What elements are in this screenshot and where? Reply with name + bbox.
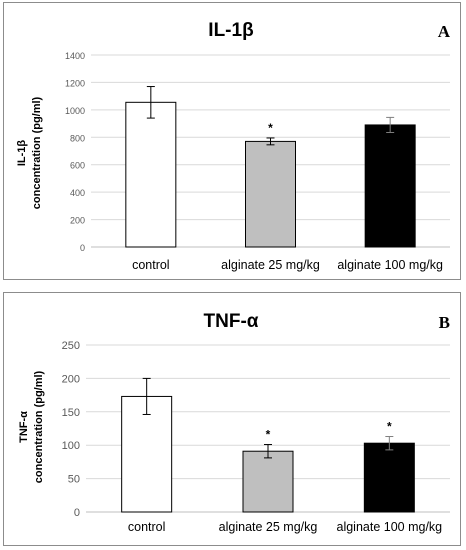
y-axis-label-line-1: TNF-α: [18, 411, 30, 443]
y-tick-label: 800: [70, 133, 85, 143]
y-tick-label: 150: [62, 407, 80, 419]
bar: [245, 140, 296, 248]
y-tick-label: 400: [70, 188, 85, 198]
x-category-label: alginate 100 mg/kg: [337, 520, 443, 534]
y-tick-label: 100: [62, 440, 80, 452]
significance-marker: *: [268, 121, 273, 135]
y-axis-label-line-1: IL-1β: [16, 140, 28, 167]
y-tick-label: 0: [74, 507, 80, 519]
chart-title: IL-1β: [208, 20, 253, 41]
y-axis-label-line-2: concentration (pg/ml): [31, 96, 43, 209]
bar: [125, 101, 177, 248]
y-tick-label: 1200: [65, 78, 85, 88]
chart-il1b: IL-1β A IL-1β concentration (pg/ml) 0 200…: [16, 20, 451, 272]
bar: [363, 442, 415, 513]
y-tick-label: 200: [62, 373, 80, 385]
panel-label: B: [439, 313, 450, 332]
y-tick-label: 1400: [65, 51, 85, 61]
significance-marker: *: [266, 428, 271, 442]
x-category-label: control: [128, 520, 166, 534]
y-tick-label: 600: [70, 161, 85, 171]
significance-marker: *: [387, 420, 392, 434]
x-category-label: alginate 25 mg/kg: [219, 520, 318, 534]
x-category-label: alginate 100 mg/kg: [337, 258, 443, 272]
plot-area: 0 200 400 600 800 1000 1200 1400 control * alginat…: [65, 51, 450, 272]
y-tick-label: 50: [68, 474, 80, 486]
panel-label: A: [438, 22, 451, 41]
chart-panel-il1b: IL-1β A IL-1β concentration (pg/ml) 0 200…: [3, 2, 461, 280]
chart-panel-tnfa: TNF-α B TNF-α concentration (pg/ml) 0 50 1…: [3, 292, 461, 546]
plot-area: 0 50 100 150 200 250 control * alginate 25 mg/kg…: [62, 340, 450, 534]
bar: [364, 124, 416, 248]
y-tick-label: 250: [62, 340, 80, 352]
chart-tnfa: TNF-α B TNF-α concentration (pg/ml) 0 50 1…: [18, 311, 450, 534]
x-category-label: control: [132, 258, 170, 272]
x-category-label: alginate 25 mg/kg: [221, 258, 320, 272]
y-tick-label: 200: [70, 216, 85, 226]
y-axis-label-line-2: concentration (pg/ml): [33, 370, 45, 483]
chart-title: TNF-α: [204, 311, 259, 332]
y-tick-label: 1000: [65, 106, 85, 116]
y-tick-label: 0: [80, 243, 85, 253]
bar: [242, 450, 294, 513]
